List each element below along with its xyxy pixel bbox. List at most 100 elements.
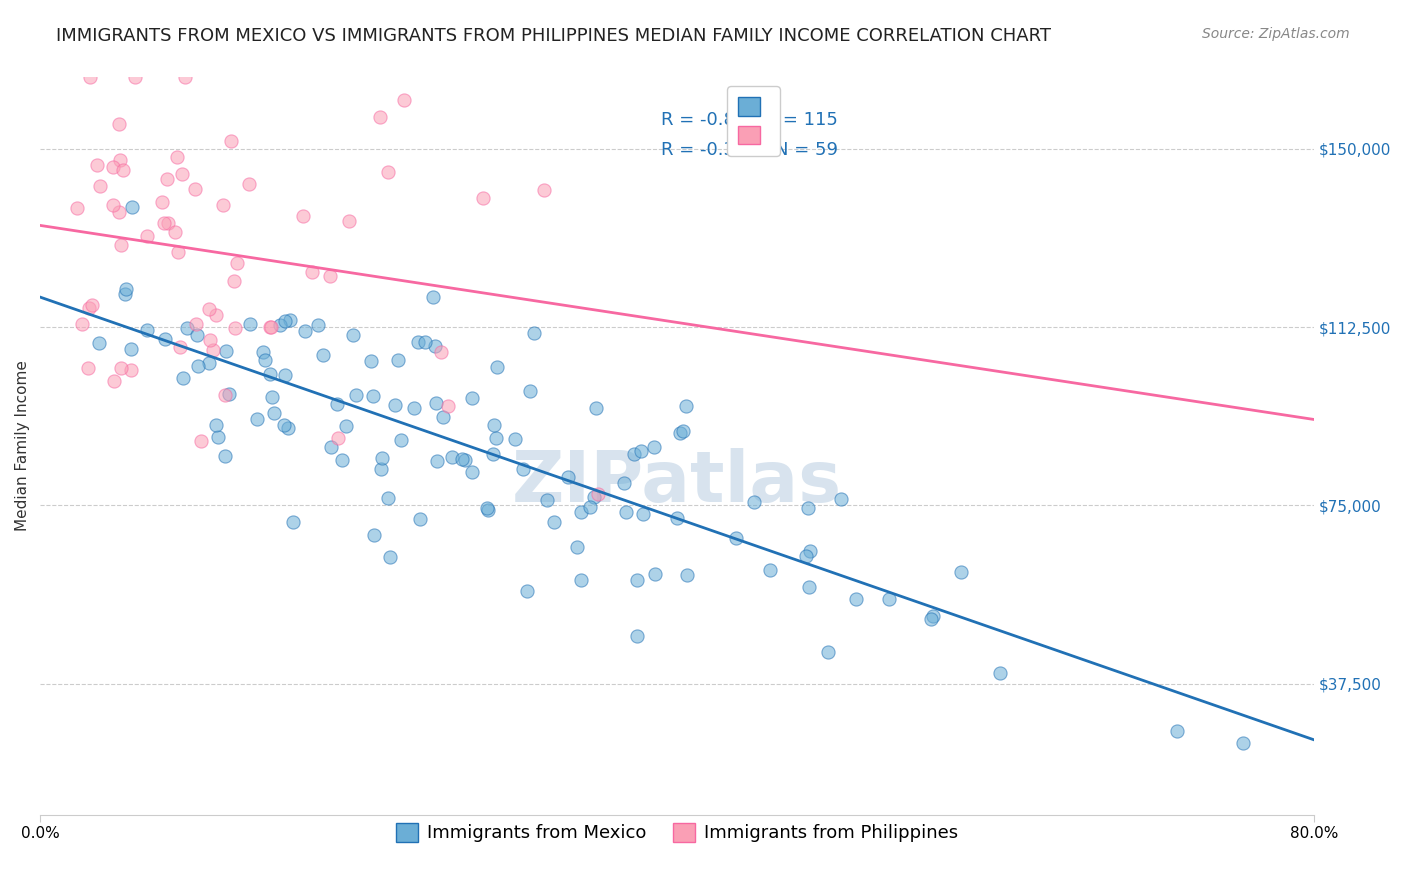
Immigrants from Mexico	[176, 321, 198, 335]
Immigrants from Mexico	[361, 389, 384, 403]
Immigrants from Mexico	[426, 454, 449, 468]
Immigrants from Mexico	[616, 505, 638, 519]
Immigrants from Mexico	[278, 313, 301, 327]
Immigrants from Philippines	[89, 178, 111, 193]
Immigrants from Philippines	[86, 158, 108, 172]
Immigrants from Mexico	[432, 409, 454, 424]
Immigrants from Mexico	[516, 584, 538, 599]
Immigrants from Philippines	[167, 245, 190, 260]
Immigrants from Philippines	[471, 191, 494, 205]
Immigrants from Mexico	[671, 425, 693, 439]
Immigrants from Mexico	[569, 505, 592, 519]
Immigrants from Mexico	[675, 399, 697, 413]
Immigrants from Philippines	[533, 183, 555, 197]
Immigrants from Mexico	[482, 447, 505, 461]
Immigrants from Mexico	[569, 573, 592, 587]
Immigrants from Mexico	[845, 592, 868, 607]
Immigrants from Philippines	[259, 319, 281, 334]
Immigrants from Mexico	[326, 397, 349, 411]
Immigrants from Mexico	[626, 629, 648, 643]
Immigrants from Mexico	[246, 412, 269, 426]
Immigrants from Mexico	[198, 356, 221, 370]
Immigrants from Mexico	[461, 391, 484, 405]
Immigrants from Mexico	[675, 567, 697, 582]
Immigrants from Philippines	[107, 205, 129, 219]
Text: IMMIGRANTS FROM MEXICO VS IMMIGRANTS FROM PHILIPPINES MEDIAN FAMILY INCOME CORRE: IMMIGRANTS FROM MEXICO VS IMMIGRANTS FRO…	[56, 27, 1052, 45]
Y-axis label: Median Family Income: Median Family Income	[15, 360, 30, 532]
Immigrants from Philippines	[200, 334, 222, 348]
Immigrants from Philippines	[224, 321, 246, 335]
Immigrants from Mexico	[387, 352, 409, 367]
Immigrants from Mexico	[344, 388, 367, 402]
Immigrants from Philippines	[156, 172, 179, 186]
Immigrants from Mexico	[253, 353, 276, 368]
Immigrants from Mexico	[330, 453, 353, 467]
Immigrants from Philippines	[166, 150, 188, 164]
Immigrants from Mexico	[218, 387, 240, 401]
Immigrants from Mexico	[342, 327, 364, 342]
Immigrants from Philippines	[392, 93, 415, 107]
Immigrants from Mexico	[440, 450, 463, 464]
Immigrants from Mexico	[406, 334, 429, 349]
Immigrants from Mexico	[630, 443, 652, 458]
Immigrants from Mexico	[920, 611, 942, 625]
Immigrants from Philippines	[377, 165, 399, 179]
Immigrants from Mexico	[475, 500, 498, 515]
Immigrants from Philippines	[103, 374, 125, 388]
Immigrants from Mexico	[413, 335, 436, 350]
Immigrants from Philippines	[108, 117, 131, 131]
Immigrants from Philippines	[429, 345, 451, 359]
Immigrants from Philippines	[214, 387, 236, 401]
Immigrants from Philippines	[222, 274, 245, 288]
Immigrants from Mexico	[422, 290, 444, 304]
Immigrants from Mexico	[631, 507, 654, 521]
Immigrants from Mexico	[626, 573, 648, 587]
Immigrants from Philippines	[319, 269, 342, 284]
Immigrants from Mexico	[523, 326, 546, 340]
Immigrants from Mexico	[582, 490, 605, 504]
Immigrants from Mexico	[186, 328, 208, 343]
Immigrants from Mexico	[307, 318, 329, 332]
Immigrants from Mexico	[321, 440, 343, 454]
Immigrants from Philippines	[110, 237, 132, 252]
Immigrants from Philippines	[337, 214, 360, 228]
Immigrants from Mexico	[402, 401, 425, 416]
Immigrants from Mexico	[409, 512, 432, 526]
Immigrants from Philippines	[184, 182, 207, 196]
Immigrants from Mexico	[311, 348, 333, 362]
Immigrants from Philippines	[174, 70, 197, 85]
Immigrants from Mexico	[187, 359, 209, 373]
Immigrants from Mexico	[389, 434, 412, 448]
Immigrants from Mexico	[207, 430, 229, 444]
Immigrants from Philippines	[436, 399, 458, 413]
Immigrants from Mexico	[503, 432, 526, 446]
Immigrants from Mexico	[482, 417, 505, 432]
Text: ZIPatlas: ZIPatlas	[512, 449, 842, 517]
Immigrants from Philippines	[204, 309, 226, 323]
Immigrants from Mexico	[666, 511, 689, 525]
Immigrants from Mexico	[921, 609, 943, 624]
Immigrants from Philippines	[70, 317, 93, 331]
Immigrants from Philippines	[103, 160, 125, 174]
Immigrants from Mexico	[384, 398, 406, 412]
Immigrants from Mexico	[370, 462, 392, 476]
Immigrants from Mexico	[623, 446, 645, 460]
Immigrants from Philippines	[77, 301, 100, 315]
Immigrants from Philippines	[79, 70, 101, 85]
Immigrants from Mexico	[371, 450, 394, 465]
Immigrants from Mexico	[360, 354, 382, 368]
Immigrants from Mexico	[277, 420, 299, 434]
Immigrants from Mexico	[260, 390, 283, 404]
Immigrants from Mexico	[579, 500, 602, 514]
Immigrants from Philippines	[156, 216, 179, 230]
Immigrants from Philippines	[152, 216, 174, 230]
Immigrants from Philippines	[110, 153, 132, 168]
Immigrants from Mexico	[273, 418, 295, 433]
Immigrants from Mexico	[759, 563, 782, 577]
Immigrants from Mexico	[214, 450, 236, 464]
Immigrants from Mexico	[294, 324, 316, 338]
Immigrants from Philippines	[66, 201, 89, 215]
Immigrants from Mexico	[423, 339, 446, 353]
Immigrants from Philippines	[80, 298, 103, 312]
Immigrants from Mexico	[120, 342, 142, 356]
